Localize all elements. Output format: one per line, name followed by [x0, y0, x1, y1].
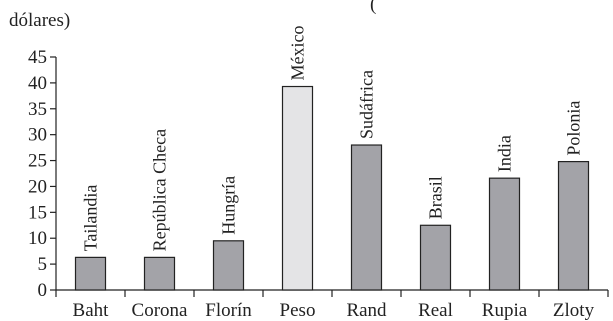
bar-baht — [74, 256, 107, 291]
x-category-label: Rand — [346, 300, 387, 321]
y-tick-label-45: 45 — [28, 47, 47, 68]
bar-peso — [281, 85, 314, 291]
y-tick-label-40: 40 — [28, 73, 47, 94]
bar-data-label: Brasil — [426, 176, 446, 219]
bar-data-label: Hungría — [219, 176, 239, 235]
x-category-label: Baht — [73, 300, 110, 321]
bar-data-label: Tailandia — [81, 185, 101, 252]
x-category-label: Zloty — [553, 300, 595, 321]
y-tick-label-0: 0 — [38, 280, 48, 301]
bar-data-label: Polonia — [564, 101, 584, 156]
y-tick-label-5: 5 — [38, 254, 48, 275]
x-category-label: Florín — [205, 300, 252, 321]
bar-data-label: República Checa — [150, 129, 170, 251]
bar-florín — [212, 240, 245, 291]
bar-zloty — [557, 160, 590, 291]
bar-data-label: México — [288, 26, 308, 81]
y-axis-label-line-1: ( — [370, 0, 376, 15]
bar-data-label: Sudáfrica — [357, 70, 377, 139]
bar-real — [419, 224, 452, 291]
bar-rupia — [488, 177, 521, 291]
x-category-label: Peso — [280, 300, 316, 321]
bars-layer — [74, 85, 590, 291]
labels-layer: Baht Tailandia Corona República Checa Florín… — [73, 26, 595, 321]
bar-rand — [350, 144, 383, 291]
bar-data-label: India — [495, 135, 515, 172]
y-tick-label-35: 35 — [28, 99, 47, 120]
y-tick-label-15: 15 — [28, 202, 47, 223]
y-tick-label-20: 20 — [28, 176, 47, 197]
y-axis-label-line-2: dólares) — [9, 10, 70, 31]
bar-corona — [143, 256, 176, 291]
x-category-label: Corona — [132, 300, 189, 321]
y-tick-label-10: 10 — [28, 228, 47, 249]
x-category-label: Real — [418, 300, 453, 321]
x-category-label: Rupia — [482, 300, 528, 321]
axes-layer: 0 5 10 15 20 25 30 35 40 45 — [28, 47, 609, 301]
y-tick-label-25: 25 — [28, 151, 47, 172]
y-tick-label-30: 30 — [28, 125, 47, 146]
